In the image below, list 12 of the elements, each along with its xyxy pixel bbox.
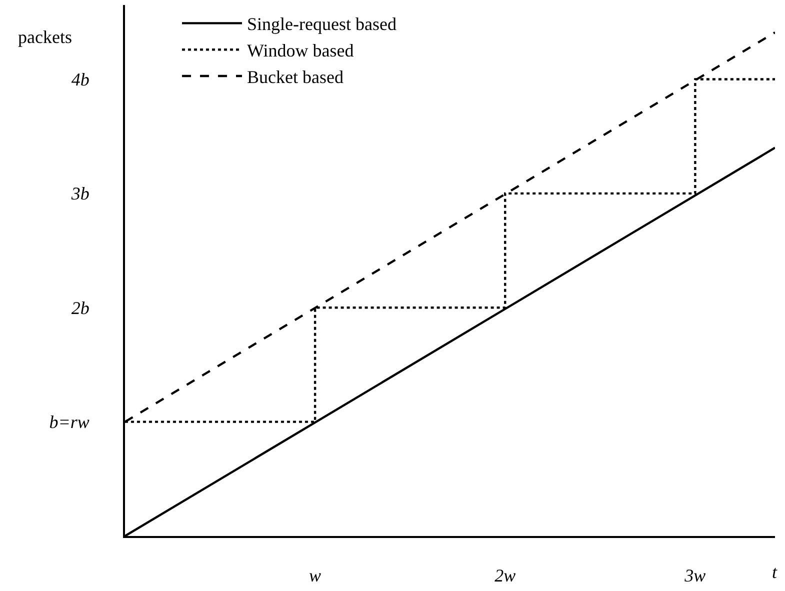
x-tick-label: 3w [684, 566, 706, 586]
x-axis-title: t [772, 562, 778, 582]
y-tick-label: 2b [71, 298, 90, 318]
y-tick-label: b=rw [49, 412, 90, 432]
x-tick-label: 2w [494, 566, 516, 586]
y-axis-title: packets [18, 27, 72, 47]
legend-label: Bucket based [247, 67, 344, 88]
y-tick-label: 3b [70, 184, 90, 204]
legend-label: Window based [247, 40, 354, 61]
legend-label: Single-request based [247, 14, 396, 34]
x-tick-label: w [309, 566, 322, 586]
y-tick-label: 4b [71, 70, 90, 90]
